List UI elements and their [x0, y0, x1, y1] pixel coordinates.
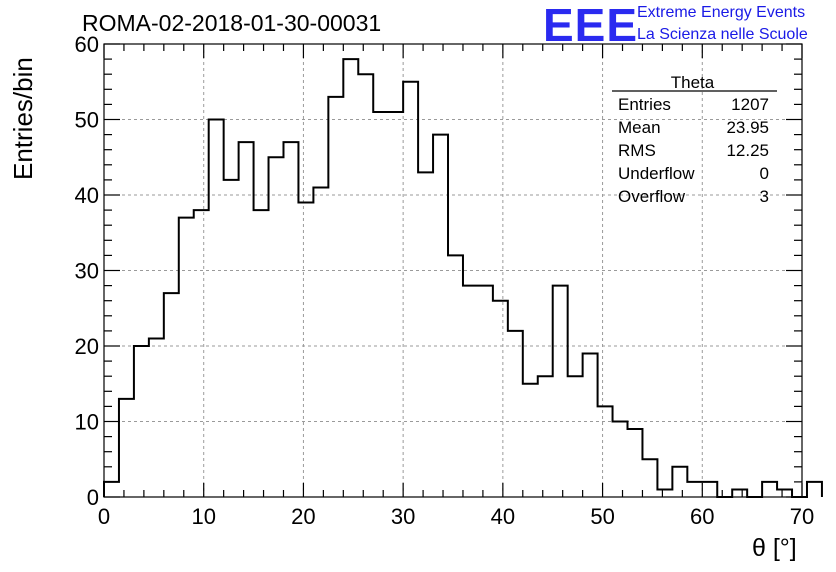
histogram-bin — [328, 97, 343, 497]
stats-label: Underflow — [618, 164, 695, 183]
histogram-bin — [628, 429, 643, 497]
histogram-bin — [224, 180, 239, 497]
histogram-outline — [103, 58, 823, 498]
x-tick-label: 30 — [391, 504, 415, 529]
histogram-bin — [493, 301, 508, 497]
stats-label: Overflow — [618, 187, 686, 206]
histogram-bin — [358, 74, 373, 497]
x-tick-label: 0 — [98, 504, 110, 529]
histogram-bin — [164, 293, 179, 497]
histogram-bin — [777, 489, 792, 497]
x-tick-label: 40 — [491, 504, 515, 529]
histogram-bin — [598, 406, 613, 497]
stats-title: Theta — [671, 73, 715, 92]
grid-lines — [104, 44, 802, 497]
histogram-bin — [269, 157, 284, 497]
y-tick-label: 10 — [75, 410, 99, 435]
histogram-bin — [702, 482, 717, 497]
stats-value: 3 — [760, 187, 769, 206]
x-tick-label: 10 — [191, 504, 215, 529]
histogram-bin — [209, 120, 224, 498]
page-title: ROMA-02-2018-01-30-00031 — [82, 10, 382, 36]
stats-label: Entries — [618, 95, 671, 114]
histogram-bin — [343, 59, 358, 497]
histogram-bin — [672, 467, 687, 497]
histogram-bin — [283, 142, 298, 497]
histogram-bin — [657, 489, 672, 497]
y-tick-label: 40 — [75, 183, 99, 208]
histogram-bin — [433, 135, 448, 497]
histogram-bin — [613, 422, 628, 498]
histogram-bin — [762, 482, 777, 497]
histogram-bin — [553, 286, 568, 497]
stats-label: Mean — [618, 118, 661, 137]
y-tick-label: 0 — [87, 485, 99, 510]
histogram-bin — [104, 482, 119, 497]
histogram-bin — [149, 338, 164, 497]
histogram-bin — [448, 255, 463, 497]
y-tick-label: 20 — [75, 334, 99, 359]
histogram-bin — [179, 218, 194, 497]
y-tick-label: 60 — [75, 32, 99, 57]
stats-box: Theta Entries 1207 Mean 23.95 RMS 12.25 Underf… — [612, 73, 777, 206]
stats-label: RMS — [618, 141, 656, 160]
logo-line-1: Extreme Energy Events — [637, 4, 806, 21]
eee-logo: EEE — [543, 0, 639, 51]
histogram-bin — [134, 346, 149, 497]
histogram-bin — [119, 399, 134, 497]
stats-value: 23.95 — [726, 118, 769, 137]
histogram-bin — [403, 82, 418, 497]
x-tick-label: 70 — [790, 504, 814, 529]
histogram-bin — [373, 112, 388, 497]
histogram-bin — [463, 286, 478, 497]
histogram-bin — [388, 112, 403, 497]
histogram-bin — [478, 286, 493, 497]
logo-line-2: La Scienza nelle Scuole — [637, 26, 808, 43]
y-axis-label: Entries/bin — [8, 57, 38, 180]
histogram-bin — [642, 459, 657, 497]
axis-ticks — [103, 43, 803, 498]
x-tick-label: 20 — [291, 504, 315, 529]
stats-value: 0 — [760, 164, 769, 183]
x-tick-label: 60 — [690, 504, 714, 529]
histogram-bin — [538, 376, 553, 497]
x-tick-label: 50 — [590, 504, 614, 529]
stats-value: 1207 — [731, 95, 769, 114]
histogram-bin — [508, 331, 523, 497]
histogram-bin — [313, 187, 328, 497]
histogram-bin — [568, 376, 583, 497]
y-tick-label: 50 — [75, 108, 99, 133]
histogram-series — [103, 58, 823, 498]
stats-value: 12.25 — [726, 141, 769, 160]
histogram-bin — [583, 354, 598, 497]
histogram-bin — [523, 384, 538, 497]
histogram-bin — [254, 210, 269, 497]
histogram-bin — [732, 489, 747, 497]
histogram-bin — [687, 482, 702, 497]
histogram-bin — [239, 142, 254, 497]
x-axis-label: θ [°] — [752, 534, 797, 562]
y-tick-label: 30 — [75, 259, 99, 284]
histogram-bin — [298, 203, 313, 497]
histogram-bin — [418, 172, 433, 497]
histogram-bin — [807, 482, 822, 497]
histogram-bin — [194, 210, 209, 497]
